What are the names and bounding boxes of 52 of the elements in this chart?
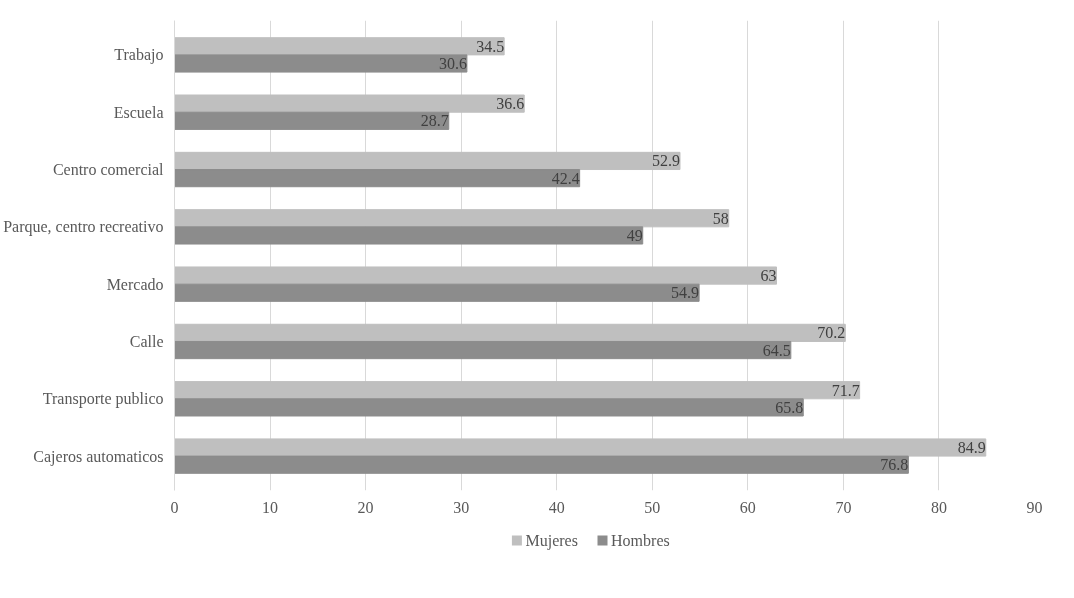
x-tick-label: 30 [453, 498, 470, 516]
y-tick-label: Cajeros automaticos [33, 447, 164, 466]
bar [174, 54, 468, 73]
data-label: 30.6 [438, 54, 467, 72]
data-label: 42.4 [551, 169, 580, 187]
data-label: 54.9 [671, 284, 700, 302]
x-tick-label: 60 [739, 498, 756, 516]
y-tick-label: Calle [129, 332, 164, 350]
legend-label: Hombres [611, 532, 670, 549]
x-tick-label: 20 [357, 498, 374, 516]
bar [174, 455, 909, 474]
data-label: 70.2 [817, 324, 846, 342]
x-tick-label: 0 [170, 498, 179, 516]
bar [174, 226, 644, 245]
bar [174, 209, 730, 228]
x-tick-label: 10 [262, 498, 279, 516]
bar [174, 283, 700, 302]
data-label: 49 [626, 226, 643, 244]
data-label: 65.8 [775, 398, 804, 416]
bar [174, 94, 525, 113]
data-label: 28.7 [420, 112, 449, 130]
bar [174, 111, 450, 130]
bar [174, 323, 846, 342]
x-tick-label: 90 [1026, 498, 1043, 516]
y-tick-label: Centro comercial [52, 161, 165, 179]
y-tick-label: Escuela [113, 103, 164, 121]
y-tick-label: Mercado [106, 275, 164, 293]
x-tick-label: 70 [835, 498, 852, 516]
data-label: 52.9 [651, 152, 680, 170]
bar [174, 266, 777, 285]
data-label: 76.8 [880, 456, 909, 474]
x-tick-label: 40 [548, 498, 565, 516]
legend-label: Mujeres [525, 532, 578, 550]
bar [174, 151, 681, 171]
x-tick-label: 80 [930, 498, 947, 516]
bar [174, 398, 804, 417]
bar [174, 381, 861, 400]
y-tick-label: Trabajo [114, 46, 164, 65]
data-label: 64.5 [762, 341, 791, 359]
data-label: 84.9 [957, 439, 986, 457]
bar [174, 438, 987, 457]
x-tick-label: 50 [644, 498, 661, 516]
data-label: 34.5 [476, 37, 505, 55]
data-label: 63 [760, 267, 777, 285]
y-tick-label: Parque, centro recreativo [3, 218, 164, 237]
bar [174, 169, 581, 188]
y-tick-label: Transporte publico [42, 390, 164, 409]
bar [174, 37, 505, 56]
data-label: 71.7 [831, 381, 860, 399]
data-label: 58 [712, 209, 729, 227]
bar [174, 340, 792, 360]
data-label: 36.6 [496, 95, 525, 113]
